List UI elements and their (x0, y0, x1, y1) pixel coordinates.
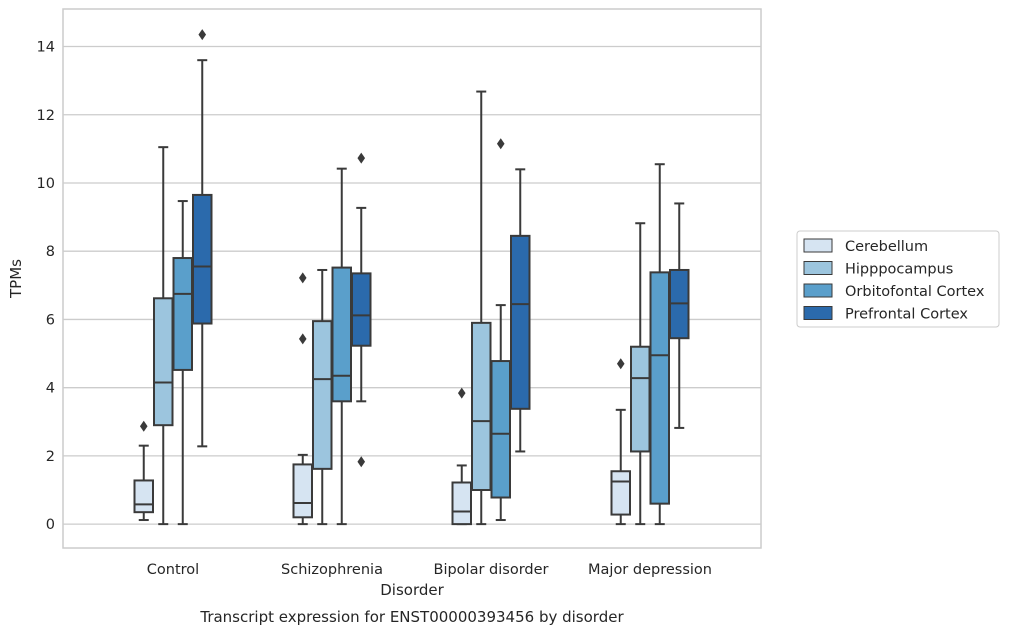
box-cerebellum-3 (610, 358, 631, 526)
x-tick-label: Control (147, 562, 199, 578)
x-tick-label: Major depression (588, 562, 712, 578)
outlier-point (298, 333, 307, 345)
box-iqr (630, 345, 651, 453)
box-iqr (351, 272, 372, 347)
outlier-point (616, 358, 625, 370)
boxes (133, 29, 690, 526)
legend-swatch (803, 238, 833, 253)
box-iqr (331, 266, 352, 403)
y-tick-label: 2 (46, 449, 55, 465)
box-prefrontal-cortex-2 (510, 168, 531, 453)
x-tick-label: Schizophrenia (281, 562, 383, 578)
box-hipppocampus-2 (471, 90, 492, 526)
y-axis-label: TPMs (7, 259, 25, 299)
legend-label: Prefrontal Cortex (845, 307, 968, 323)
y-tick-label: 10 (37, 176, 55, 192)
x-ticks: Control Schizophrenia Bipolar disorder Majo… (147, 562, 712, 578)
outlier-point (198, 29, 207, 41)
box-iqr (610, 470, 631, 516)
box-cerebellum-2 (451, 387, 472, 526)
outlier-point (357, 456, 366, 468)
box-hipppocampus-1 (312, 268, 333, 526)
y-tick-label: 4 (46, 381, 55, 397)
box-orbitofontal-cortex-3 (649, 163, 670, 526)
outlier-point (298, 272, 307, 284)
x-tick-label: Bipolar disorder (434, 562, 549, 578)
box-prefrontal-cortex-0 (192, 29, 213, 448)
plot-frame (62, 8, 762, 549)
box-iqr (510, 234, 531, 410)
y-tick-label: 0 (46, 517, 55, 533)
legend-swatch (803, 283, 833, 298)
box-iqr (172, 257, 193, 371)
box-iqr (192, 193, 213, 325)
box-iqr (133, 479, 154, 514)
box-iqr (312, 320, 333, 470)
box-iqr (292, 463, 313, 519)
outlier-point (357, 152, 366, 164)
y-ticks: 0 2 4 6 8 10 12 14 (37, 40, 55, 534)
box-orbitofontal-cortex-1 (331, 167, 352, 526)
outlier-point (139, 420, 148, 432)
box-cerebellum-1 (292, 272, 313, 526)
box-orbitofontal-cortex-0 (172, 200, 193, 526)
outlier-point (457, 387, 466, 399)
x-axis-label: Disorder (380, 581, 444, 599)
box-hipppocampus-3 (630, 222, 651, 526)
box-hipppocampus-0 (153, 146, 174, 526)
y-tick-label: 6 (46, 312, 55, 328)
box-iqr (153, 297, 174, 427)
box-cerebellum-0 (133, 420, 154, 522)
chart-title: Transcript expression for ENST0000039345… (199, 608, 624, 626)
outlier-point (496, 138, 505, 150)
legend-swatch (803, 306, 833, 320)
legend: Cerebellum Hipppocampus Orbitofontal Corte… (796, 230, 1000, 328)
legend-label: Hipppocampus (845, 262, 953, 278)
y-tick-label: 14 (37, 40, 55, 56)
box-iqr (490, 360, 511, 499)
box-orbitofontal-cortex-2 (490, 138, 511, 522)
legend-swatch (803, 261, 833, 275)
box-iqr (471, 321, 492, 492)
box-iqr (451, 481, 472, 526)
y-tick-label: 12 (37, 108, 55, 124)
box-iqr (649, 271, 670, 505)
box-prefrontal-cortex-3 (669, 202, 690, 429)
box-prefrontal-cortex-1 (351, 152, 372, 468)
legend-label: Orbitofontal Cortex (845, 284, 985, 300)
legend-frame (796, 230, 1000, 328)
legend-label: Cerebellum (845, 239, 928, 255)
y-tick-label: 8 (46, 244, 55, 260)
